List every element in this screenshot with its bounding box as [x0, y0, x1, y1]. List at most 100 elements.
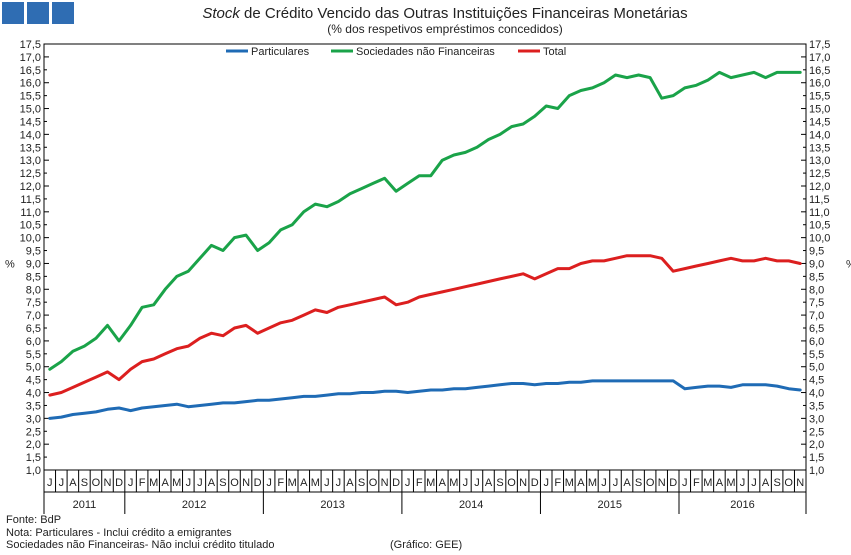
legend-label-3: Total — [543, 46, 566, 58]
y-tick-label-left: 14,5 — [20, 116, 41, 128]
y-tick-label-left: 7,5 — [26, 297, 41, 309]
y-tick-label-right: 10,5 — [809, 220, 830, 232]
x-year-label: 2011 — [73, 499, 97, 511]
chart-title: Stock de Crédito Vencido das Outras Inst… — [120, 5, 770, 22]
x-month-label: O — [507, 477, 516, 489]
x-month-label: N — [658, 477, 666, 489]
y-tick-label-right: 11,5 — [809, 194, 830, 206]
x-month-label: S — [219, 477, 226, 489]
x-month-label: M — [426, 477, 435, 489]
y-tick-label-left: 1,0 — [26, 465, 41, 477]
x-year-label: 2016 — [730, 499, 754, 511]
y-tick-label-right: 14,5 — [809, 116, 830, 128]
y-tick-label-left: 12,0 — [20, 181, 41, 193]
y-tick-label-right: 5,0 — [809, 362, 824, 374]
x-month-label: F — [554, 477, 561, 489]
y-tick-label-left: 15,0 — [20, 104, 41, 116]
x-month-label: M — [149, 477, 158, 489]
y-tick-label-right: 9,5 — [809, 246, 824, 258]
x-month-label: M — [726, 477, 735, 489]
x-month-label: J — [474, 477, 480, 489]
y-tick-label-right: 8,0 — [809, 284, 824, 296]
x-month-label: A — [346, 477, 354, 489]
x-month-label: D — [392, 477, 400, 489]
x-month-label: A — [439, 477, 447, 489]
y-tick-label-left: 13,5 — [20, 142, 41, 154]
x-month-label: A — [577, 477, 585, 489]
y-tick-label-left: 8,0 — [26, 284, 41, 296]
x-month-label: J — [751, 477, 757, 489]
y-tick-label-left: 6,0 — [26, 336, 41, 348]
logo-square-3 — [52, 2, 74, 24]
y-tick-label-right: 6,5 — [809, 323, 824, 335]
y-tick-label-right: 16,5 — [809, 65, 830, 77]
y-tick-label-left: 17,5 — [20, 39, 41, 51]
y-tick-label-left: 4,5 — [26, 375, 41, 387]
y-tick-label-right: 13,5 — [809, 142, 830, 154]
y-tick-label-right: 12,0 — [809, 181, 830, 193]
x-month-label: J — [59, 477, 65, 489]
x-year-label: 2014 — [459, 499, 483, 511]
y-tick-label-left: 2,0 — [26, 439, 41, 451]
x-month-label: D — [115, 477, 123, 489]
y-axis-unit-right: % — [846, 258, 851, 270]
footer-source: Fonte: BdP — [6, 514, 62, 526]
y-tick-label-right: 9,0 — [809, 258, 824, 270]
y-tick-label-right: 15,5 — [809, 91, 830, 103]
x-month-label: J — [740, 477, 746, 489]
y-tick-label-left: 5,0 — [26, 362, 41, 374]
y-axis-unit-left: % — [5, 258, 15, 270]
y-tick-label-right: 12,5 — [809, 168, 830, 180]
x-month-label: N — [104, 477, 112, 489]
series-line-3 — [48, 254, 802, 397]
y-tick-label-right: 8,5 — [809, 271, 824, 283]
y-tick-label-right: 17,0 — [809, 52, 830, 64]
x-month-label: D — [254, 477, 262, 489]
x-month-label: F — [139, 477, 146, 489]
x-month-label: M — [565, 477, 574, 489]
y-tick-label-right: 6,0 — [809, 336, 824, 348]
y-tick-label-left: 1,5 — [26, 452, 41, 464]
x-month-label: S — [496, 477, 503, 489]
y-tick-label-right: 2,0 — [809, 439, 824, 451]
y-tick-label-left: 11,5 — [20, 194, 41, 206]
x-month-label: J — [47, 477, 53, 489]
x-month-label: A — [716, 477, 724, 489]
y-tick-label-left: 10,0 — [20, 233, 41, 245]
x-month-label: M — [172, 477, 181, 489]
x-month-label: M — [703, 477, 712, 489]
y-tick-label-left: 9,5 — [26, 246, 41, 258]
y-tick-label-left: 4,0 — [26, 388, 41, 400]
x-year-label: 2015 — [597, 499, 621, 511]
chart-title-rest: de Crédito Vencido das Outras Instituiçõ… — [239, 5, 688, 22]
series-line-2 — [48, 70, 802, 371]
x-month-label: J — [613, 477, 619, 489]
x-month-label: O — [230, 477, 239, 489]
y-tick-label-left: 7,0 — [26, 310, 41, 322]
y-tick-label-left: 15,5 — [20, 91, 41, 103]
x-month-label: M — [588, 477, 597, 489]
x-month-label: J — [405, 477, 411, 489]
x-month-label: A — [485, 477, 493, 489]
y-tick-label-right: 3,0 — [809, 413, 824, 425]
x-month-label: O — [92, 477, 101, 489]
x-month-label: M — [311, 477, 320, 489]
x-month-label: J — [266, 477, 272, 489]
y-tick-label-left: 12,5 — [20, 168, 41, 180]
footer-credit: (Gráfico: GEE) — [390, 539, 463, 551]
footer-note-1: Nota: Particulares - Inclui crédito a em… — [6, 527, 232, 539]
logo-square-2 — [27, 2, 49, 24]
x-month-label: A — [623, 477, 631, 489]
y-tick-label-right: 2,5 — [809, 426, 824, 438]
x-month-label: J — [324, 477, 330, 489]
chart-title-italic: Stock — [202, 5, 240, 22]
y-tick-label-left: 10,5 — [20, 220, 41, 232]
chart-subtitle: (% dos respetivos empréstimos concedidos… — [327, 22, 563, 36]
x-month-label: F — [416, 477, 423, 489]
x-month-label: J — [197, 477, 203, 489]
x-month-label: J — [128, 477, 134, 489]
y-tick-label-right: 11,0 — [809, 207, 830, 219]
x-month-label: F — [693, 477, 700, 489]
y-tick-label-right: 13,0 — [809, 155, 830, 167]
x-month-label: J — [463, 477, 469, 489]
